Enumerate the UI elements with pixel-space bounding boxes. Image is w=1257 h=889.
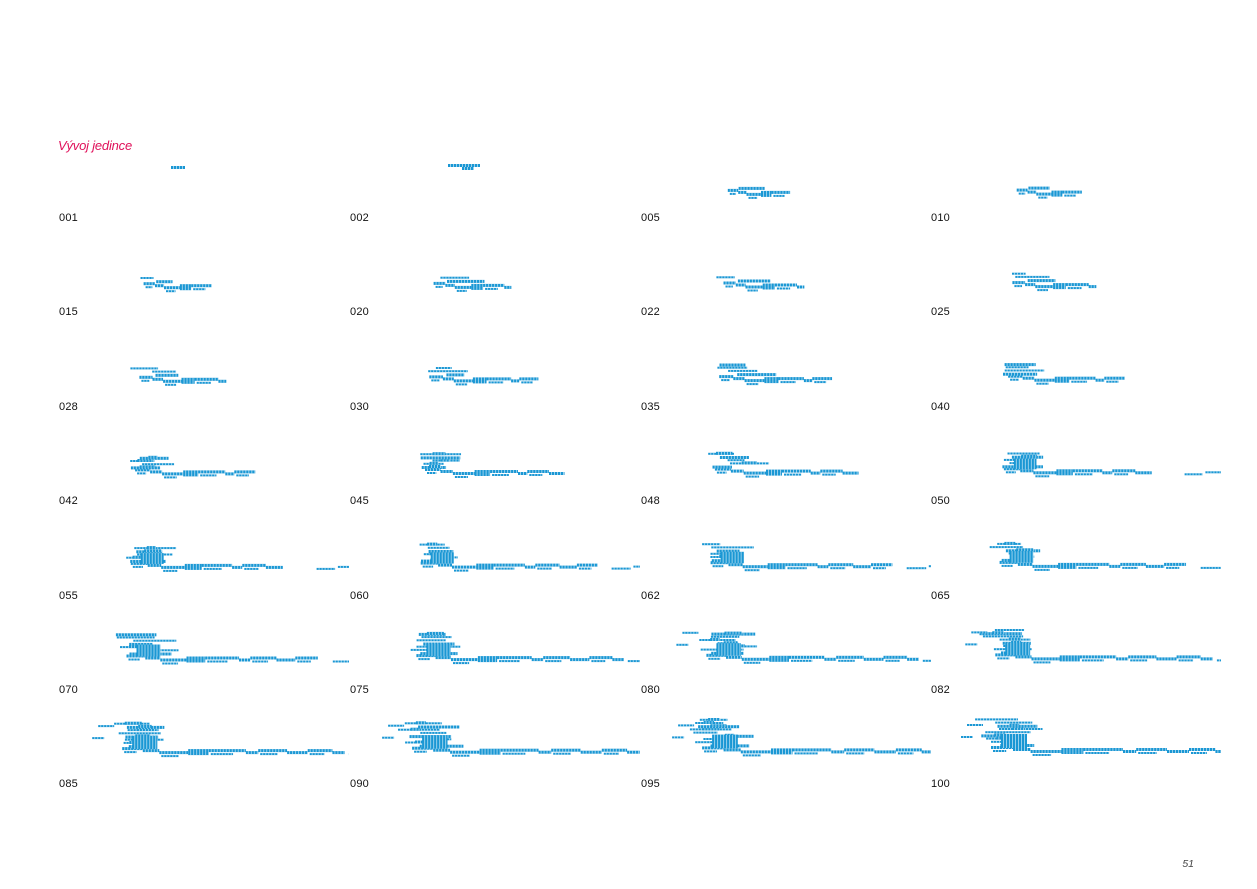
stage-number-label: 010	[931, 212, 950, 224]
growth-stage-drawing	[672, 718, 931, 757]
growth-stage-drawing	[171, 166, 185, 169]
growth-stage-030: 030	[350, 341, 640, 435]
stage-number-label: 048	[641, 495, 660, 507]
stage-number-label: 100	[931, 778, 950, 790]
growth-stage-drawing	[965, 629, 1221, 664]
growth-stage-095: 095	[641, 718, 931, 812]
stage-number-label: 022	[641, 306, 660, 318]
growth-stage-005: 005	[641, 152, 931, 246]
growth-stage-drawing	[410, 631, 640, 665]
growth-stage-drawing	[702, 543, 931, 572]
stage-number-label: 062	[641, 590, 660, 602]
growth-stage-062: 062	[641, 530, 931, 624]
growth-stage-001: 001	[59, 152, 349, 246]
stage-number-label: 080	[641, 684, 660, 696]
stage-number-label: 035	[641, 401, 660, 413]
growth-stage-042: 042	[59, 435, 349, 529]
section-heading: Vývoj jedince	[58, 138, 132, 153]
stage-number-label: 030	[350, 401, 369, 413]
stage-number-label: 060	[350, 590, 369, 602]
growth-stage-070: 070	[59, 624, 349, 718]
growth-stage-drawing	[448, 164, 480, 170]
growth-stage-drawing	[1016, 186, 1082, 199]
growth-stage-drawing	[989, 541, 1221, 571]
growth-stage-040: 040	[931, 341, 1221, 435]
stage-number-label: 015	[59, 306, 78, 318]
stage-number-label: 070	[59, 684, 78, 696]
growth-stage-drawing	[428, 367, 539, 386]
growth-stage-drawing	[1003, 363, 1126, 385]
growth-stage-drawing	[727, 186, 791, 199]
growth-stage-drawing	[130, 367, 227, 386]
growth-stage-drawing	[433, 276, 512, 292]
stage-number-label: 075	[350, 684, 369, 696]
stage-number-label: 040	[931, 401, 950, 413]
growth-stage-drawing	[382, 721, 640, 757]
stage-number-label: 095	[641, 778, 660, 790]
growth-stage-025: 025	[931, 246, 1221, 340]
stage-number-label: 002	[350, 212, 369, 224]
stage-number-label: 005	[641, 212, 660, 224]
growth-stage-drawing	[140, 277, 213, 293]
growth-stage-drawing	[717, 363, 833, 386]
growth-stage-drawing	[420, 452, 565, 478]
page-number: 51	[1182, 858, 1194, 870]
stage-number-label: 065	[931, 590, 950, 602]
stage-number-label: 082	[931, 684, 950, 696]
growth-stage-020: 020	[350, 246, 640, 340]
stage-number-label: 050	[931, 495, 950, 507]
growth-stage-022: 022	[641, 246, 931, 340]
growth-stage-drawing	[716, 276, 805, 292]
growth-stage-048: 048	[641, 435, 931, 529]
growth-stage-drawing	[126, 546, 349, 572]
stage-number-label: 045	[350, 495, 369, 507]
stage-number-label: 090	[350, 778, 369, 790]
growth-stage-015: 015	[59, 246, 349, 340]
growth-stage-drawing	[961, 718, 1221, 756]
stage-number-label: 085	[59, 778, 78, 790]
stage-number-label: 055	[59, 590, 78, 602]
stage-number-label: 001	[59, 212, 78, 224]
growth-stage-028: 028	[59, 341, 349, 435]
growth-stage-drawing	[676, 631, 931, 664]
growth-stage-060: 060	[350, 530, 640, 624]
growth-stage-100: 100	[931, 718, 1221, 812]
growth-stage-drawing	[708, 451, 859, 478]
growth-stage-010: 010	[931, 152, 1221, 246]
growth-stage-drawing	[92, 721, 349, 758]
growth-stage-045: 045	[350, 435, 640, 529]
growth-stage-075: 075	[350, 624, 640, 718]
growth-stage-drawing	[115, 633, 349, 665]
growth-stage-drawing	[1012, 272, 1097, 292]
stage-number-label: 020	[350, 306, 369, 318]
growth-stage-065: 065	[931, 530, 1221, 624]
stage-number-label: 042	[59, 495, 78, 507]
growth-stage-050: 050	[931, 435, 1221, 529]
growth-stage-002: 002	[350, 152, 640, 246]
growth-stage-090: 090	[350, 718, 640, 812]
growth-stage-082: 082	[931, 624, 1221, 718]
growth-stage-drawing	[130, 455, 256, 479]
growth-stage-055: 055	[59, 530, 349, 624]
growth-stage-drawing	[419, 542, 640, 572]
growth-stage-035: 035	[641, 341, 931, 435]
growth-stage-drawing	[1002, 452, 1221, 478]
stage-number-label: 028	[59, 401, 78, 413]
growth-stage-085: 085	[59, 718, 349, 812]
growth-stage-080: 080	[641, 624, 931, 718]
stage-number-label: 025	[931, 306, 950, 318]
